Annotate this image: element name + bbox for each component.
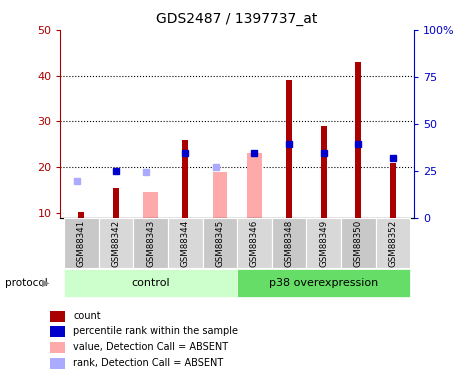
Bar (50, 358, 65, 369)
Text: GSM88341: GSM88341 (77, 220, 86, 267)
Bar (321, 126, 327, 218)
Bar (213, 172, 227, 217)
Bar (306, 217, 341, 268)
Bar (286, 80, 292, 218)
Text: GSM88346: GSM88346 (250, 220, 259, 267)
Text: rank, Detection Call = ABSENT: rank, Detection Call = ABSENT (73, 358, 224, 368)
Bar (64, 217, 99, 268)
Bar (78, 212, 84, 217)
Bar (133, 217, 168, 268)
Bar (143, 192, 158, 217)
Bar (272, 217, 306, 268)
Text: GSM88342: GSM88342 (112, 220, 120, 267)
Bar (99, 217, 133, 268)
Text: protocol: protocol (5, 278, 47, 288)
Text: GSM88348: GSM88348 (285, 220, 293, 267)
Bar (237, 217, 272, 268)
Bar (341, 217, 376, 268)
Bar (237, 269, 411, 297)
Text: GSM88352: GSM88352 (389, 220, 398, 267)
Text: GSM88349: GSM88349 (319, 220, 328, 267)
Bar (50, 326, 65, 337)
Title: GDS2487 / 1397737_at: GDS2487 / 1397737_at (156, 12, 318, 26)
Bar (355, 62, 361, 217)
Text: count: count (73, 311, 101, 321)
Text: GSM88345: GSM88345 (215, 220, 224, 267)
Text: value, Detection Call = ABSENT: value, Detection Call = ABSENT (73, 342, 228, 352)
Text: GSM88350: GSM88350 (354, 220, 363, 267)
Bar (376, 217, 411, 268)
Bar (247, 153, 262, 218)
Text: ▶: ▶ (42, 278, 49, 288)
Text: GSM88344: GSM88344 (181, 220, 190, 267)
Bar (64, 269, 237, 297)
Text: p38 overexpression: p38 overexpression (269, 278, 379, 288)
Bar (50, 310, 65, 321)
Bar (50, 342, 65, 353)
Text: percentile rank within the sample: percentile rank within the sample (73, 326, 238, 336)
Bar (202, 217, 237, 268)
Bar (182, 140, 188, 218)
Text: control: control (131, 278, 170, 288)
Text: GSM88343: GSM88343 (146, 220, 155, 267)
Bar (113, 188, 119, 218)
Bar (390, 163, 396, 218)
Bar (168, 217, 202, 268)
